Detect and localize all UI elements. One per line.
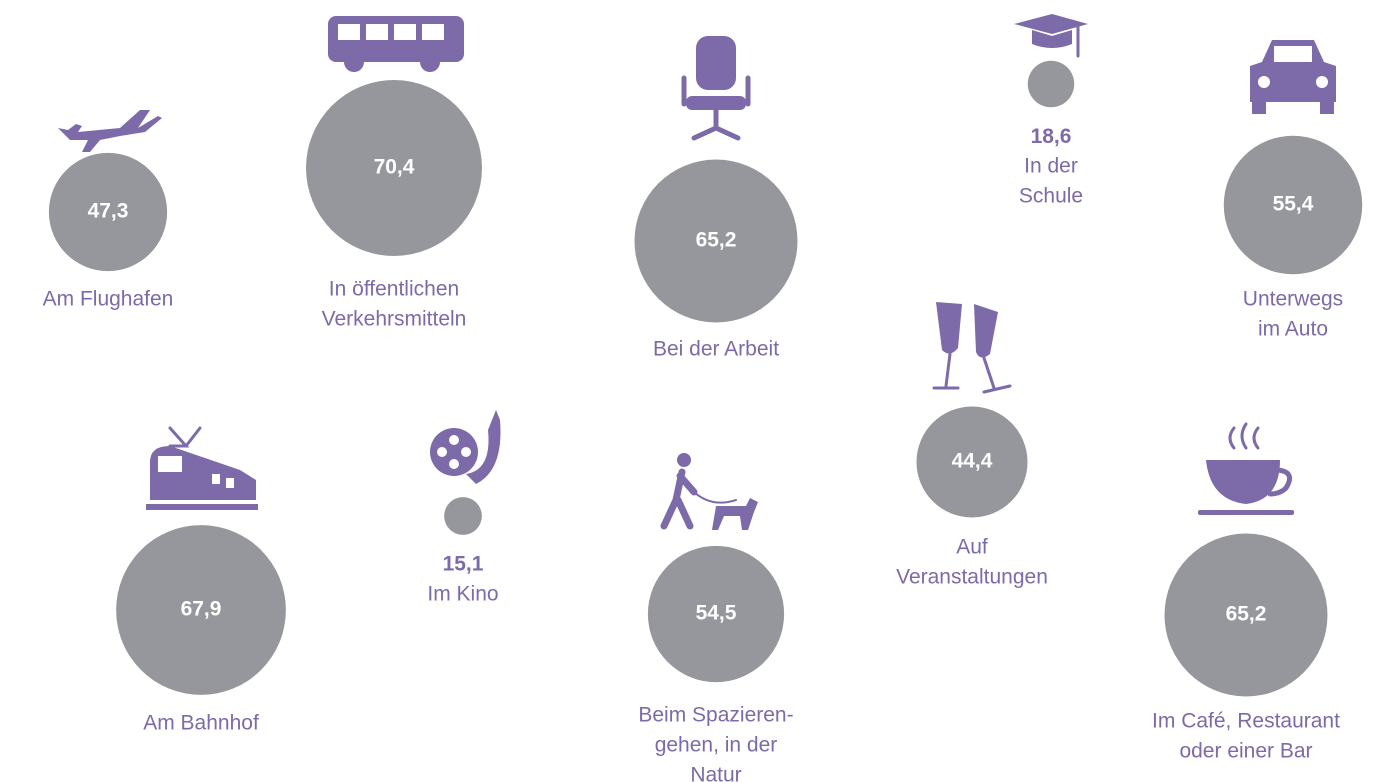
value-label: 70,4 xyxy=(374,156,415,179)
film-icon xyxy=(430,410,501,484)
value-label: 55,4 xyxy=(1273,193,1314,216)
category-label: im Auto xyxy=(1258,318,1328,341)
category-label: Unterwegs xyxy=(1243,288,1343,311)
category-label: In der xyxy=(1024,155,1078,178)
bubble xyxy=(48,152,168,272)
category-label: Veranstaltungen xyxy=(896,566,1048,589)
bubble xyxy=(444,497,482,535)
bubble xyxy=(1027,60,1075,108)
value-label: 44,4 xyxy=(952,450,993,473)
bubble xyxy=(1223,135,1363,275)
value-label: 54,5 xyxy=(696,602,737,625)
chair-icon xyxy=(681,36,751,141)
category-label: Auf xyxy=(956,536,988,559)
value-label: 65,2 xyxy=(1226,603,1267,626)
value-label: 67,9 xyxy=(181,598,222,621)
category-label: Verkehrsmitteln xyxy=(322,308,467,331)
bus-icon xyxy=(328,16,464,72)
category-label: gehen, in der xyxy=(655,734,778,757)
category-label: Am Bahnhof xyxy=(143,712,259,735)
bubble xyxy=(634,159,798,323)
category-label: oder einer Bar xyxy=(1179,740,1312,763)
value-label: 18,6 xyxy=(1031,125,1072,148)
car-icon xyxy=(1250,40,1336,114)
bubble xyxy=(306,80,482,256)
bubble xyxy=(116,525,286,695)
plane-icon xyxy=(58,110,162,152)
bubble xyxy=(916,406,1028,518)
category-label: In öffentlichen xyxy=(329,278,459,301)
bubble xyxy=(647,545,785,683)
category-label: Schule xyxy=(1019,185,1083,208)
category-label: Im Kino xyxy=(427,583,498,606)
bubble xyxy=(1164,533,1328,697)
glasses-icon xyxy=(932,302,1012,394)
value-label: 15,1 xyxy=(443,552,484,575)
value-label: 65,2 xyxy=(696,229,737,252)
cap-icon xyxy=(1014,14,1088,58)
train-icon xyxy=(146,426,258,510)
category-label: Natur xyxy=(690,764,741,782)
category-label: Im Café, Restaurant xyxy=(1152,710,1340,733)
category-label: Am Flughafen xyxy=(43,288,174,311)
cup-icon xyxy=(1198,422,1294,515)
value-label: 47,3 xyxy=(88,200,129,223)
icons xyxy=(58,14,1336,530)
walker-icon xyxy=(660,453,758,530)
category-label: Beim Spazieren- xyxy=(638,704,793,727)
category-label: Bei der Arbeit xyxy=(653,338,779,361)
